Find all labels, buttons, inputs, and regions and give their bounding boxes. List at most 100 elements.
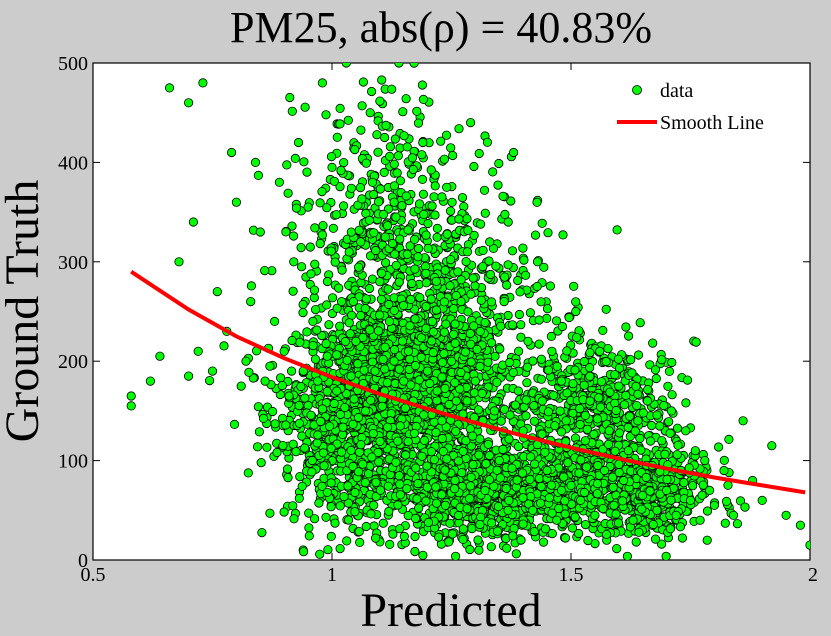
data-point <box>545 281 556 291</box>
data-point <box>357 194 367 204</box>
data-point <box>256 457 266 468</box>
data-point <box>393 436 403 446</box>
data-point <box>344 247 354 257</box>
data-point <box>466 339 476 349</box>
data-point <box>418 94 428 105</box>
data-point <box>377 401 387 411</box>
data-point <box>174 257 184 267</box>
data-point <box>451 396 461 406</box>
data-point <box>289 514 299 524</box>
data-point <box>457 193 468 203</box>
data-point <box>332 386 342 396</box>
data-point <box>336 296 347 307</box>
data-point <box>507 463 517 473</box>
data-point <box>506 196 516 206</box>
data-point <box>595 346 605 356</box>
data-point <box>337 265 347 275</box>
data-point <box>594 393 604 403</box>
data-point <box>418 550 428 560</box>
data-point <box>723 480 733 490</box>
data-point <box>414 375 424 385</box>
data-point <box>575 495 586 505</box>
data-point <box>285 92 295 103</box>
data-point <box>358 459 368 469</box>
data-point <box>446 143 456 153</box>
data-point <box>603 343 613 354</box>
data-point <box>371 477 381 487</box>
data-point <box>315 549 325 559</box>
data-point <box>430 210 440 220</box>
data-point <box>450 319 460 329</box>
data-point <box>633 389 643 399</box>
data-point <box>391 212 401 222</box>
data-point <box>376 268 387 278</box>
data-point <box>227 147 237 158</box>
data-point <box>495 473 505 483</box>
data-point <box>451 551 461 560</box>
data-point <box>380 342 390 352</box>
data-point <box>344 318 354 328</box>
data-point <box>511 549 521 559</box>
data-point <box>479 185 490 195</box>
data-point <box>324 320 334 330</box>
data-point <box>556 376 567 386</box>
data-point <box>660 449 670 459</box>
data-point <box>453 267 463 277</box>
data-point <box>284 391 294 401</box>
data-point <box>369 228 379 238</box>
data-point <box>318 221 328 231</box>
data-point <box>389 345 400 355</box>
data-point <box>348 461 358 472</box>
data-point <box>613 518 624 528</box>
data-point <box>350 145 360 155</box>
data-point <box>414 199 425 209</box>
data-point <box>592 489 603 499</box>
data-point <box>681 398 691 408</box>
data-point <box>607 472 618 482</box>
data-point <box>282 160 292 170</box>
data-point <box>355 183 365 193</box>
data-point <box>682 375 693 385</box>
data-point <box>691 337 701 347</box>
data-point <box>547 508 557 518</box>
data-point <box>426 447 437 457</box>
data-point <box>283 188 293 198</box>
data-point <box>304 508 314 518</box>
data-point <box>501 483 511 494</box>
data-point <box>528 356 538 366</box>
data-point <box>389 356 399 366</box>
data-point <box>560 533 571 543</box>
data-point <box>389 181 399 191</box>
data-point <box>612 543 622 554</box>
data-point <box>493 180 503 190</box>
data-point <box>576 455 586 465</box>
data-point <box>345 329 355 339</box>
data-point <box>579 487 590 498</box>
data-point <box>536 374 547 384</box>
data-point <box>321 110 331 120</box>
data-point <box>391 260 401 270</box>
data-point <box>412 494 422 504</box>
data-point <box>461 436 471 446</box>
data-point <box>322 300 332 310</box>
data-point <box>456 296 466 307</box>
data-point <box>380 258 391 268</box>
data-point <box>521 395 531 405</box>
data-point <box>464 493 475 503</box>
data-point <box>503 217 513 227</box>
data-point <box>735 496 746 506</box>
data-point <box>360 406 371 416</box>
data-point <box>336 165 346 175</box>
data-point <box>601 529 612 540</box>
data-point <box>572 332 582 343</box>
data-point <box>518 243 528 253</box>
data-point <box>611 509 621 519</box>
data-point <box>367 452 377 462</box>
data-point <box>368 428 378 439</box>
data-point <box>592 479 603 489</box>
data-point <box>361 158 371 168</box>
data-point <box>466 289 476 299</box>
data-point <box>421 496 431 506</box>
data-point <box>538 537 549 547</box>
data-point <box>241 356 251 366</box>
